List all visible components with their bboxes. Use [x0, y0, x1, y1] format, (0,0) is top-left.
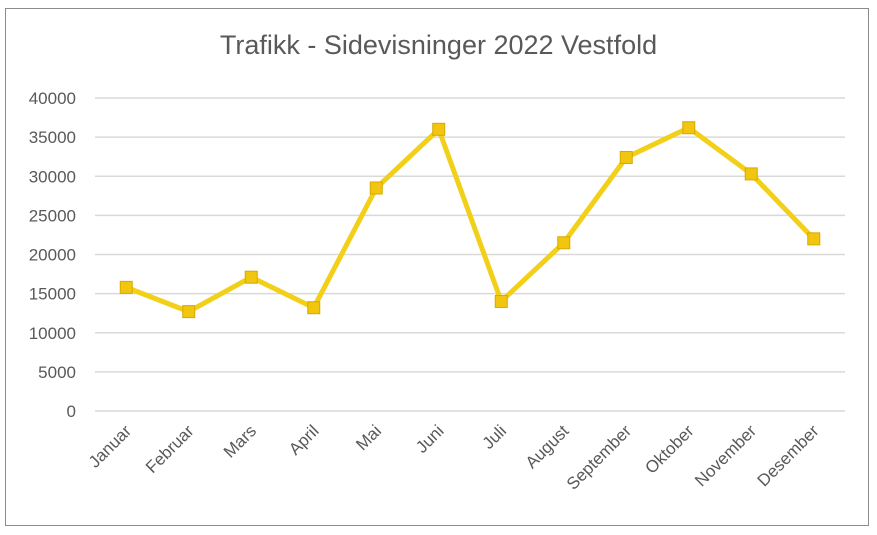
y-axis-tick-labels: 0 5000 10000 15000 20000 25000 30000 35000 40000	[29, 89, 76, 421]
data-point	[432, 122, 446, 136]
x-tick-label: November	[691, 421, 760, 490]
data-point	[807, 232, 821, 246]
data-point	[494, 294, 508, 308]
data-point	[119, 280, 133, 294]
x-tick-label: Juli	[479, 421, 510, 452]
x-tick-label: September	[563, 421, 635, 493]
data-point	[557, 236, 571, 250]
x-axis-tick-labels: Januar Februar Mars April Mai Juni Juli AugustS…	[85, 421, 823, 493]
y-tick-label: 10000	[29, 324, 76, 343]
y-tick-label: 0	[67, 402, 76, 421]
y-tick-label: 35000	[29, 128, 76, 147]
data-point	[307, 301, 321, 315]
x-tick-label: Februar	[142, 421, 198, 477]
data-point	[244, 270, 258, 284]
series-line-0	[125, 125, 816, 315]
chart-frame	[5, 8, 869, 526]
y-tick-label: 20000	[29, 246, 76, 265]
x-tick-label: Oktober	[641, 421, 697, 477]
chart-title: Trafikk - Sidevisninger 2022 Vestfold	[219, 30, 658, 60]
x-tick-label: April	[285, 421, 322, 458]
y-tick-label: 25000	[29, 206, 76, 225]
x-tick-label: Mai	[352, 421, 385, 454]
y-tick-label: 30000	[29, 167, 76, 186]
gridlines	[95, 97, 845, 412]
data-point	[682, 121, 696, 135]
y-tick-label: 5000	[38, 363, 76, 382]
data-point	[619, 150, 633, 164]
x-tick-label: Desember	[754, 421, 823, 490]
x-tick-label: Januar	[85, 421, 135, 471]
series-line	[125, 125, 816, 315]
y-tick-label: 40000	[29, 89, 76, 108]
data-point	[369, 181, 383, 195]
data-point	[182, 305, 196, 319]
data-point	[744, 167, 758, 181]
series-markers	[119, 121, 821, 319]
x-tick-label: Juni	[412, 421, 447, 456]
y-tick-label: 15000	[29, 285, 76, 304]
x-tick-label: August	[522, 421, 573, 472]
x-tick-label: Mars	[220, 421, 260, 461]
